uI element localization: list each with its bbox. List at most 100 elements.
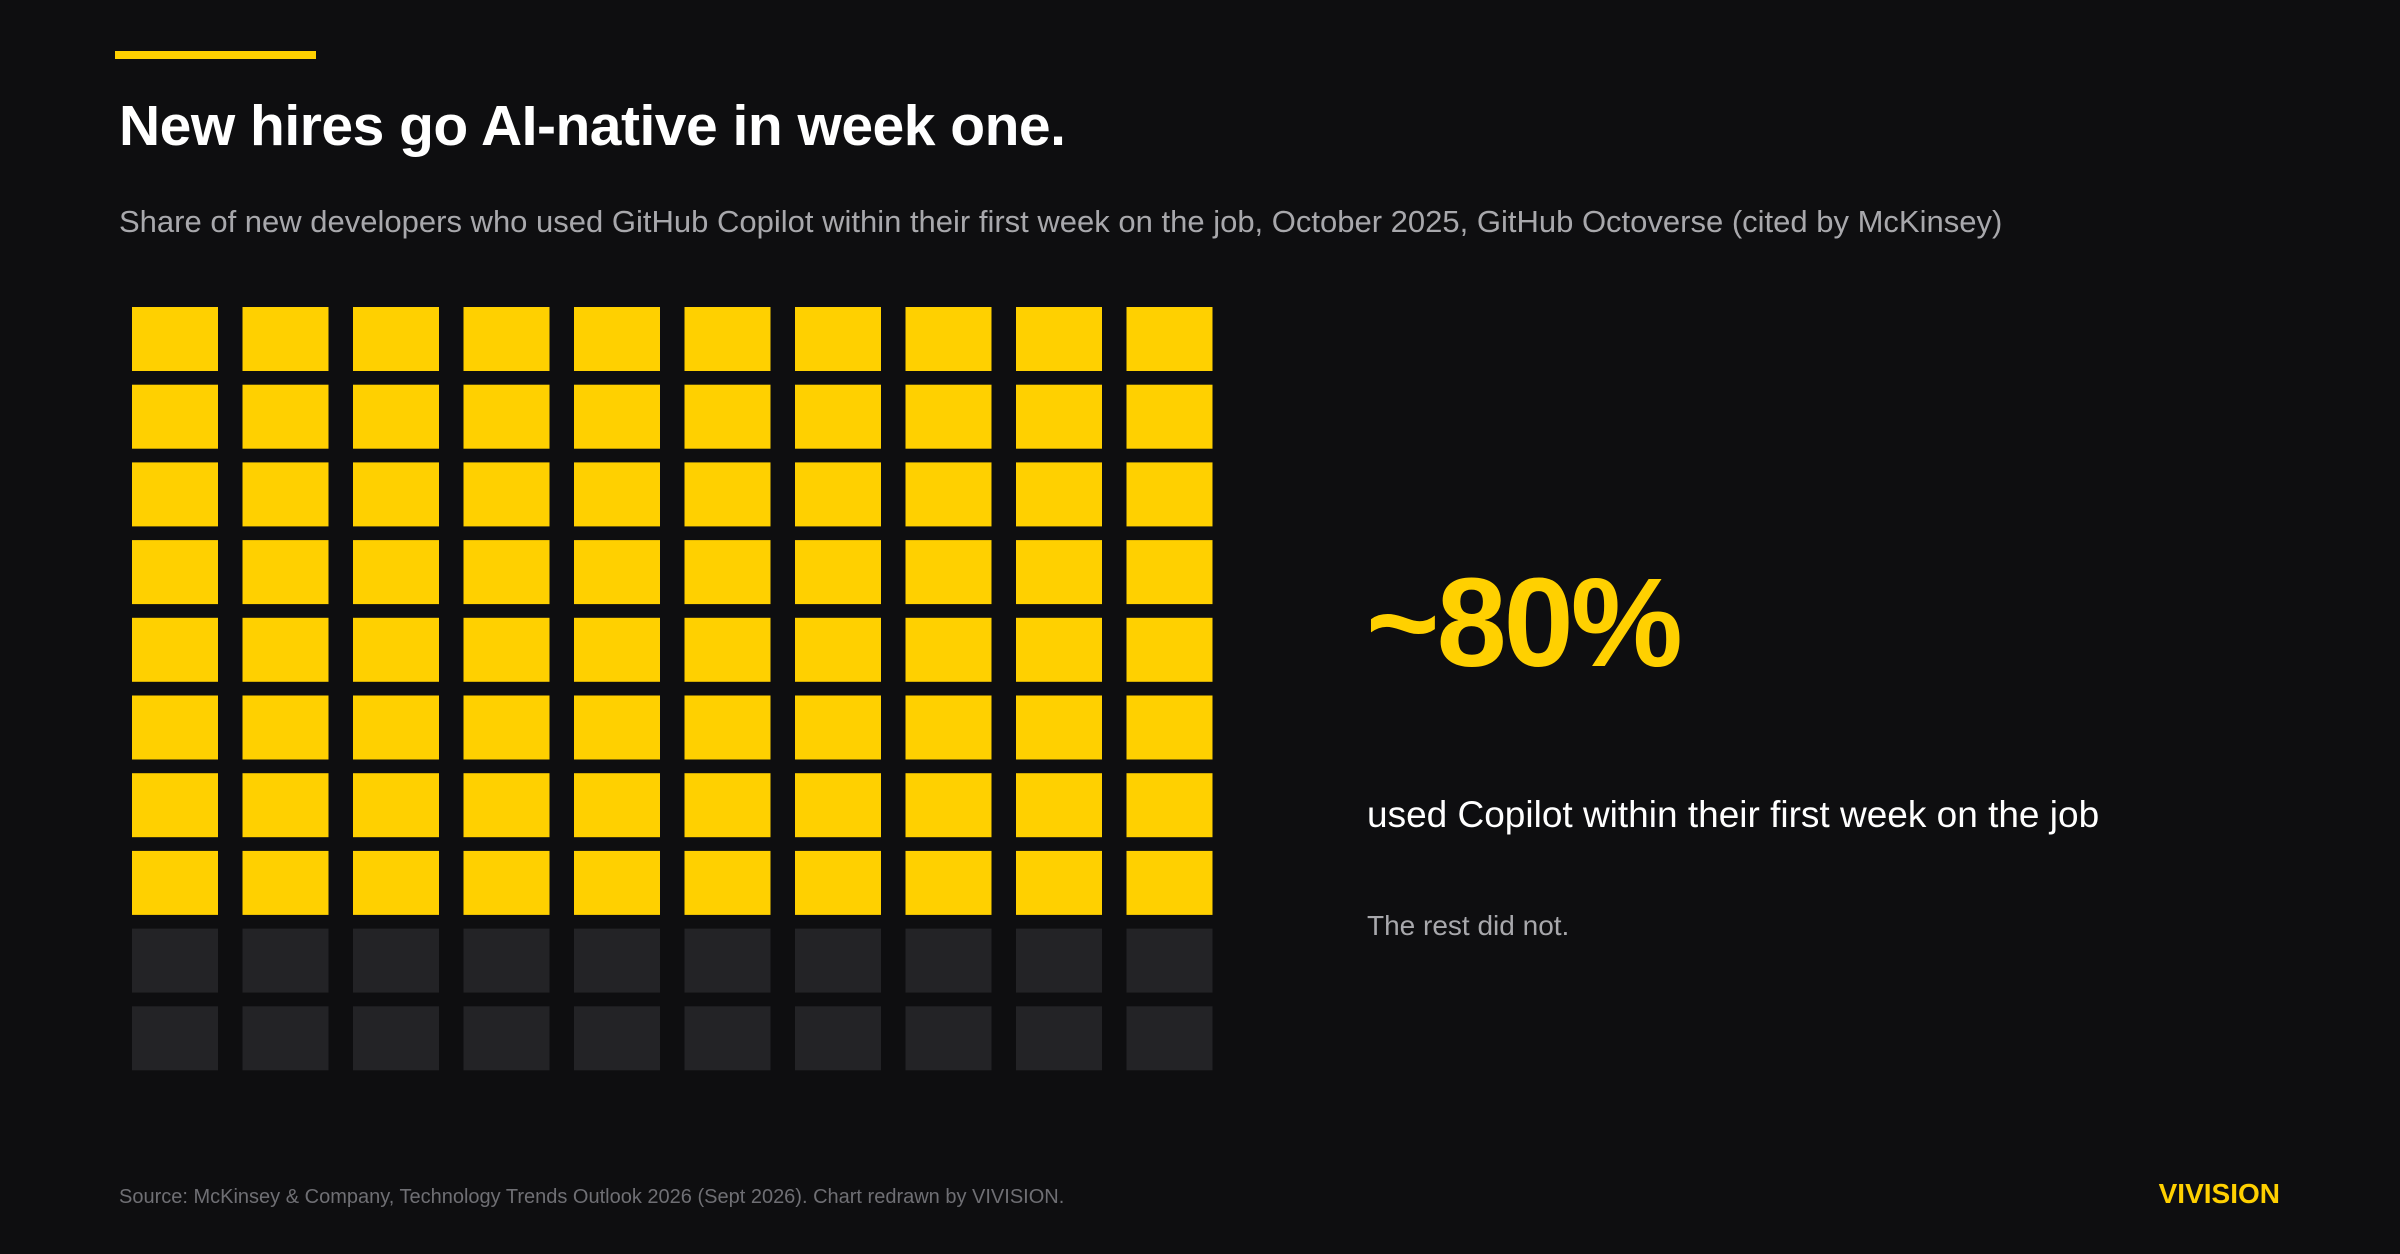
- waffle-cell-filled: [795, 773, 881, 838]
- brand-logo: VIVISION: [2158, 1178, 2280, 1209]
- waffle-cell-empty: [242, 1006, 329, 1071]
- waffle-cell-filled: [905, 462, 992, 527]
- waffle-cell-filled: [574, 462, 660, 527]
- callout-note: The rest did not.: [1367, 910, 1570, 941]
- waffle-cell-filled: [684, 384, 771, 449]
- waffle-cell-filled: [684, 462, 771, 527]
- waffle-cell-filled: [1126, 307, 1213, 371]
- waffle-cell-filled: [353, 695, 439, 760]
- waffle-cell-filled: [353, 617, 439, 682]
- waffle-cell-filled: [1126, 773, 1213, 838]
- waffle-cell-empty: [242, 928, 329, 993]
- waffle-cell-filled: [905, 773, 992, 838]
- waffle-cell-empty: [795, 1006, 881, 1071]
- waffle-cell-filled: [574, 307, 660, 371]
- waffle-cell-filled: [905, 307, 992, 371]
- waffle-cell-filled: [132, 384, 218, 449]
- waffle-cell-filled: [242, 307, 329, 371]
- waffle-cell-filled: [1126, 850, 1213, 915]
- waffle-cell-filled: [684, 307, 771, 371]
- waffle-cell-filled: [905, 617, 992, 682]
- waffle-cell-filled: [905, 695, 992, 760]
- waffle-cell-empty: [132, 1006, 218, 1071]
- source-note: Source: McKinsey & Company, Technology T…: [119, 1186, 1065, 1208]
- waffle-cell-filled: [353, 773, 439, 838]
- waffle-cell-filled: [353, 540, 439, 605]
- page-title: New hires go AI-native in week one.: [119, 94, 1066, 158]
- waffle-cell-filled: [353, 384, 439, 449]
- waffle-cell-empty: [463, 1006, 550, 1071]
- waffle-cell-filled: [905, 540, 992, 605]
- big-number: ~80%: [1366, 552, 1683, 693]
- waffle-cell-filled: [684, 695, 771, 760]
- waffle-cell-empty: [1126, 1006, 1213, 1071]
- waffle-cell-filled: [795, 307, 881, 371]
- waffle-cell-filled: [684, 540, 771, 605]
- waffle-cell-filled: [242, 384, 329, 449]
- waffle-cell-filled: [795, 462, 881, 527]
- waffle-cell-filled: [574, 384, 660, 449]
- waffle-cell-filled: [574, 773, 660, 838]
- waffle-cell-filled: [242, 850, 329, 915]
- waffle-cell-filled: [1016, 850, 1102, 915]
- waffle-cell-filled: [1016, 462, 1102, 527]
- waffle-cell-empty: [132, 928, 218, 993]
- waffle-cell-filled: [242, 462, 329, 527]
- waffle-cell-filled: [795, 384, 881, 449]
- waffle-cell-filled: [1016, 384, 1102, 449]
- waffle-cell-filled: [1016, 773, 1102, 838]
- waffle-cell-filled: [905, 850, 992, 915]
- accent-rule: [115, 51, 316, 59]
- waffle-cell-filled: [795, 540, 881, 605]
- waffle-cell-empty: [684, 928, 771, 993]
- waffle-cell-filled: [242, 695, 329, 760]
- waffle-cell-empty: [905, 928, 992, 993]
- waffle-cell-empty: [1016, 928, 1102, 993]
- waffle-cell-filled: [353, 307, 439, 371]
- waffle-cell-filled: [795, 695, 881, 760]
- waffle-cell-filled: [1016, 695, 1102, 760]
- waffle-cell-filled: [132, 850, 218, 915]
- waffle-cell-filled: [132, 540, 218, 605]
- waffle-cell-empty: [1126, 928, 1213, 993]
- waffle-cell-empty: [353, 928, 439, 993]
- waffle-cell-filled: [684, 850, 771, 915]
- waffle-cell-filled: [795, 617, 881, 682]
- waffle-cell-filled: [463, 695, 550, 760]
- waffle-cell-empty: [1016, 1006, 1102, 1071]
- waffle-cell-filled: [1016, 617, 1102, 682]
- waffle-cell-filled: [1016, 540, 1102, 605]
- waffle-cell-filled: [353, 462, 439, 527]
- waffle-cell-filled: [242, 617, 329, 682]
- waffle-cell-filled: [574, 850, 660, 915]
- waffle-cell-filled: [132, 307, 218, 371]
- waffle-cell-filled: [132, 462, 218, 527]
- waffle-cell-filled: [1016, 307, 1102, 371]
- waffle-cell-filled: [684, 773, 771, 838]
- waffle-cell-empty: [463, 928, 550, 993]
- waffle-cell-filled: [684, 617, 771, 682]
- waffle-cell-empty: [795, 928, 881, 993]
- waffle-cell-filled: [1126, 540, 1213, 605]
- waffle-cell-filled: [905, 384, 992, 449]
- waffle-cell-filled: [463, 462, 550, 527]
- waffle-cell-filled: [574, 540, 660, 605]
- waffle-cell-filled: [242, 773, 329, 838]
- waffle-cell-filled: [132, 695, 218, 760]
- waffle-cell-filled: [463, 307, 550, 371]
- waffle-cell-filled: [1126, 462, 1213, 527]
- waffle-cell-filled: [242, 540, 329, 605]
- waffle-cell-filled: [132, 773, 218, 838]
- waffle-cell-filled: [132, 617, 218, 682]
- waffle-cell-filled: [463, 617, 550, 682]
- waffle-cell-filled: [795, 850, 881, 915]
- page-subtitle: Share of new developers who used GitHub …: [119, 204, 2003, 239]
- waffle-cell-filled: [463, 384, 550, 449]
- waffle-cell-filled: [574, 617, 660, 682]
- waffle-cell-filled: [1126, 617, 1213, 682]
- waffle-cell-filled: [463, 773, 550, 838]
- waffle-cell-filled: [1126, 384, 1213, 449]
- callout-caption: used Copilot within their first week on …: [1367, 794, 2100, 835]
- waffle-cell-empty: [353, 1006, 439, 1071]
